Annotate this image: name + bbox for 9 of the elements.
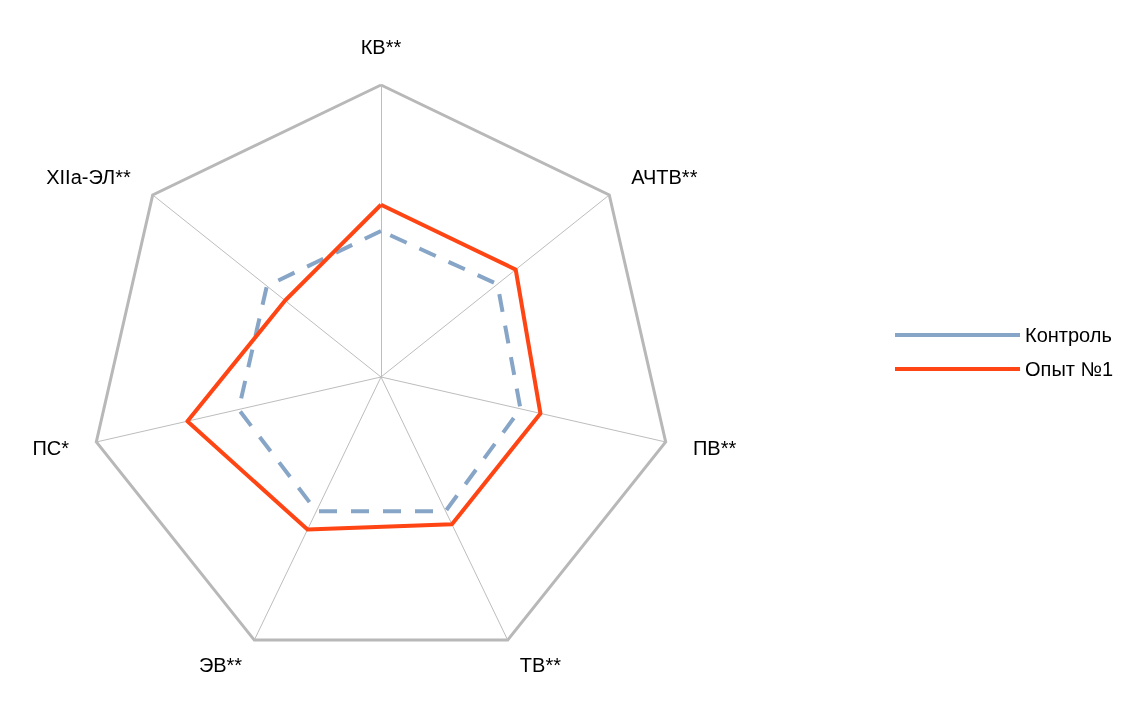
spoke-label: ТВ**	[519, 654, 562, 677]
spoke-label: ПС*	[32, 437, 70, 460]
spoke-label: ПВ**	[692, 437, 737, 460]
spoke-label: КВ**	[360, 36, 402, 58]
text: Контроль	[1025, 324, 1112, 346]
spoke-label: XIIa-ЭЛ**	[46, 166, 132, 189]
text: Опыт №1	[1025, 358, 1114, 380]
spoke-label: ЭВ**	[198, 654, 243, 677]
spoke-label: АЧТВ**	[631, 166, 698, 189]
